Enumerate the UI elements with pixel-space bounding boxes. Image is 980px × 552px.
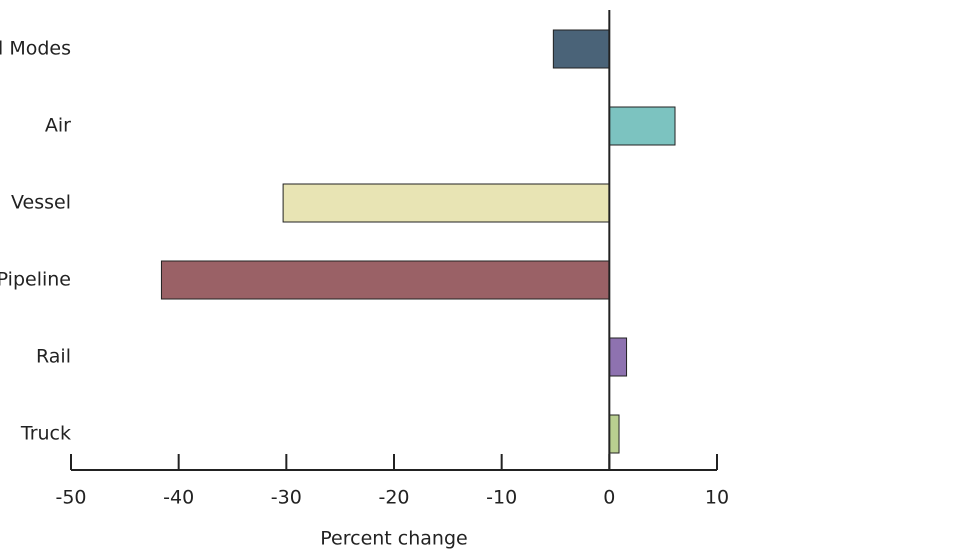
y-tick-label: Pipeline: [0, 269, 71, 291]
x-tick-label: 10: [705, 487, 729, 509]
y-tick-label: Vessel: [11, 192, 71, 214]
x-tick-label: -50: [55, 487, 86, 509]
bar: [552, 29, 610, 69]
bar: [160, 260, 610, 300]
x-tick-label: -10: [486, 487, 517, 509]
bar: [282, 183, 610, 223]
y-tick-label: Rail: [36, 346, 71, 368]
y-tick-label: Truck: [20, 423, 71, 445]
x-tick-label: -40: [163, 487, 194, 509]
y-tick-label: Air: [45, 115, 71, 137]
bar: [608, 337, 628, 377]
x-tick-label: 0: [603, 487, 615, 509]
bar: [608, 106, 676, 146]
bar: [608, 414, 620, 454]
x-tick-label: -20: [378, 487, 409, 509]
x-tick-label: -30: [271, 487, 302, 509]
x-axis-label: Percent change: [320, 528, 467, 550]
y-tick-label: All Modes: [0, 38, 71, 60]
